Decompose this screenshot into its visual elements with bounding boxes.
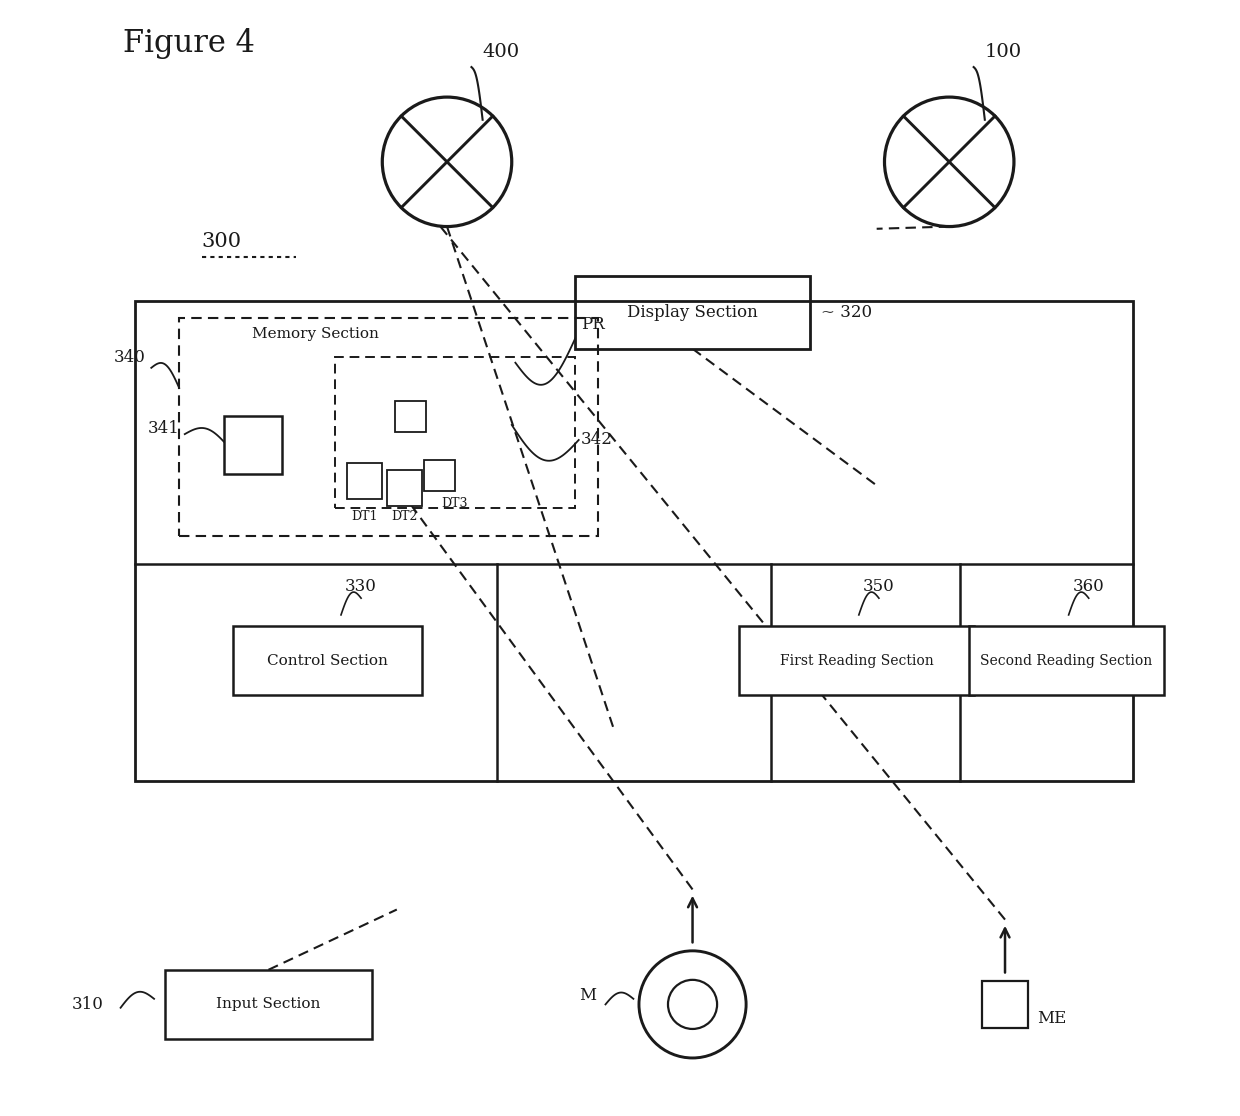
Text: DT3: DT3 bbox=[441, 497, 467, 510]
Text: ME: ME bbox=[1038, 1010, 1066, 1027]
Bar bbox=[968, 626, 1164, 695]
Text: First Reading Section: First Reading Section bbox=[780, 654, 934, 667]
Circle shape bbox=[668, 980, 717, 1029]
Text: Display Section: Display Section bbox=[627, 304, 758, 321]
Bar bbox=[424, 460, 455, 491]
Bar bbox=[575, 277, 810, 348]
Text: Second Reading Section: Second Reading Section bbox=[981, 654, 1152, 667]
Text: 330: 330 bbox=[345, 578, 377, 595]
Bar bbox=[346, 463, 382, 499]
Text: DT1: DT1 bbox=[351, 510, 378, 523]
Text: Control Section: Control Section bbox=[267, 654, 388, 667]
Text: 342: 342 bbox=[580, 432, 613, 449]
Text: ~ 320: ~ 320 bbox=[821, 304, 872, 321]
Bar bbox=[223, 416, 281, 474]
Text: 300: 300 bbox=[201, 232, 242, 251]
Text: 341: 341 bbox=[148, 420, 179, 437]
Text: 100: 100 bbox=[985, 44, 1022, 61]
Bar bbox=[165, 970, 372, 1039]
Text: Figure 4: Figure 4 bbox=[123, 28, 255, 59]
Text: 340: 340 bbox=[114, 348, 145, 366]
Text: Input Section: Input Section bbox=[216, 998, 321, 1011]
Circle shape bbox=[382, 97, 512, 227]
Text: PR: PR bbox=[580, 316, 605, 333]
Bar bbox=[387, 470, 423, 506]
Text: Memory Section: Memory Section bbox=[252, 327, 378, 341]
Text: 400: 400 bbox=[482, 44, 520, 61]
Text: DT2: DT2 bbox=[392, 510, 418, 523]
Bar bbox=[134, 301, 1133, 781]
Bar bbox=[739, 626, 973, 695]
Circle shape bbox=[884, 97, 1014, 227]
Text: 360: 360 bbox=[1073, 578, 1105, 595]
Text: M: M bbox=[579, 987, 596, 1004]
Bar bbox=[982, 981, 1028, 1028]
Bar bbox=[179, 318, 598, 536]
Bar bbox=[233, 626, 423, 695]
Text: 350: 350 bbox=[863, 578, 895, 595]
Bar bbox=[394, 401, 425, 432]
Bar bbox=[335, 357, 575, 508]
Circle shape bbox=[639, 951, 746, 1058]
Text: 310: 310 bbox=[72, 995, 104, 1013]
